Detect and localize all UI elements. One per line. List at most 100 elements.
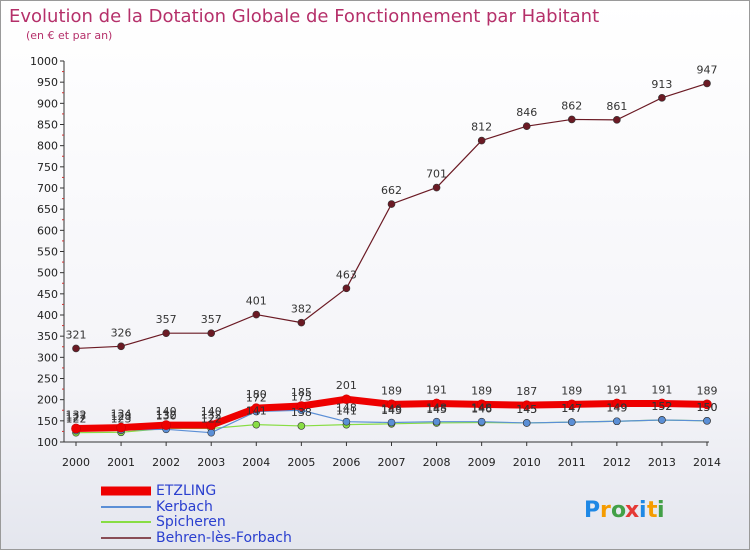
data-label: 134 [111, 408, 132, 421]
data-label: 146 [471, 403, 492, 416]
y-tick-label: 500 [37, 267, 58, 280]
x-axis: 2000 2001 2002 2003 2004 2005 2006 2007 2008 2009… [62, 441, 721, 469]
data-label: 152 [651, 400, 672, 413]
data-point [702, 399, 712, 410]
y-tick-label: 600 [37, 224, 58, 237]
data-label: 189 [697, 384, 718, 397]
data-label: 913 [651, 78, 672, 91]
y-tick-label: 1000 [30, 55, 58, 68]
data-label: 130 [156, 409, 177, 422]
data-point [432, 183, 441, 192]
data-label: 150 [697, 401, 718, 414]
data-point [71, 423, 81, 434]
chart-title: Evolution de la Dotation Globale de Fonc… [9, 6, 599, 27]
data-point [252, 420, 261, 429]
data-label: 147 [561, 402, 582, 415]
data-point [387, 418, 396, 427]
y-tick-label: 350 [37, 330, 58, 343]
data-label: 145 [516, 403, 537, 416]
data-label: 862 [561, 99, 582, 112]
data-label: 191 [426, 383, 447, 396]
x-tick-label: 2002 [152, 456, 180, 469]
data-point [567, 115, 576, 124]
data-label: 357 [156, 313, 177, 326]
data-label: 148 [426, 402, 447, 415]
data-point [342, 284, 351, 293]
data-point [387, 200, 396, 208]
data-point [613, 116, 621, 124]
data-label: 138 [291, 406, 312, 419]
data-label: 812 [471, 121, 492, 134]
legend-label: ETZLING [156, 483, 216, 499]
data-point [297, 422, 306, 430]
data-point [296, 401, 307, 411]
series-layer [71, 79, 712, 437]
x-tick-label: 2000 [62, 456, 90, 469]
data-label: 132 [66, 408, 87, 421]
logo-letter: t [647, 498, 658, 523]
data-label: 150 [697, 401, 718, 414]
y-tick-label: 250 [37, 373, 58, 386]
y-tick-label: 850 [37, 119, 58, 132]
data-label: 152 [651, 400, 672, 413]
data-point [703, 417, 711, 425]
logo-letter: P [584, 498, 600, 523]
data-label: 189 [471, 384, 492, 397]
data-point [207, 428, 216, 437]
y-tick-label: 900 [37, 97, 58, 110]
x-tick-label: 2006 [332, 456, 360, 469]
x-tick-label: 2013 [648, 456, 676, 469]
data-label: 191 [651, 383, 672, 396]
data-label: 846 [516, 106, 537, 119]
data-point [476, 399, 487, 410]
data-point [658, 416, 666, 424]
data-label: 191 [606, 383, 627, 396]
y-tick-label: 400 [37, 309, 58, 322]
x-tick-label: 2014 [693, 456, 721, 469]
data-label: 132 [156, 408, 177, 421]
data-label: 122 [66, 413, 87, 426]
data-point [297, 318, 306, 327]
data-label: 861 [606, 100, 627, 113]
x-tick-label: 2007 [378, 456, 406, 469]
data-label: 175 [291, 390, 312, 403]
data-label: 189 [561, 384, 582, 397]
data-label: 149 [606, 401, 627, 414]
data-point [251, 403, 262, 413]
data-label: 701 [426, 168, 447, 181]
data-label: 141 [246, 405, 267, 418]
x-tick-label: 2003 [197, 456, 225, 469]
data-point [522, 419, 531, 427]
y-tick-label: 200 [37, 394, 58, 407]
data-point [117, 342, 125, 351]
y-tick-label: 100 [37, 436, 58, 449]
data-point [613, 417, 621, 426]
data-label: 947 [697, 63, 718, 76]
logo-letter: o [611, 498, 626, 523]
data-point [252, 310, 261, 319]
data-label: 357 [201, 313, 222, 326]
data-label: 187 [516, 385, 537, 398]
data-label: 122 [201, 413, 222, 426]
chart-subtitle: (en € et par an) [26, 29, 112, 42]
data-point [567, 418, 576, 426]
data-point [386, 399, 397, 410]
logo-letter: i [639, 498, 647, 523]
data-label: 140 [201, 405, 222, 418]
data-point [477, 417, 486, 426]
x-tick-label: 2008 [423, 456, 451, 469]
data-point [161, 420, 171, 430]
data-label: 185 [291, 386, 312, 399]
y-tick-label: 650 [37, 203, 58, 216]
data-label: 123 [111, 412, 132, 425]
y-tick-label: 750 [37, 161, 58, 174]
data-label: 143 [381, 404, 402, 417]
data-labels: 122 123 132 132 141 138 141 143 145 146 145 147 149 1… [66, 63, 718, 425]
data-point [521, 400, 532, 410]
data-label: 149 [606, 401, 627, 414]
data-label: 326 [111, 326, 132, 339]
y-tick-label: 700 [37, 182, 58, 195]
x-tick-label: 2001 [107, 456, 135, 469]
y-tick-label: 550 [37, 246, 58, 259]
